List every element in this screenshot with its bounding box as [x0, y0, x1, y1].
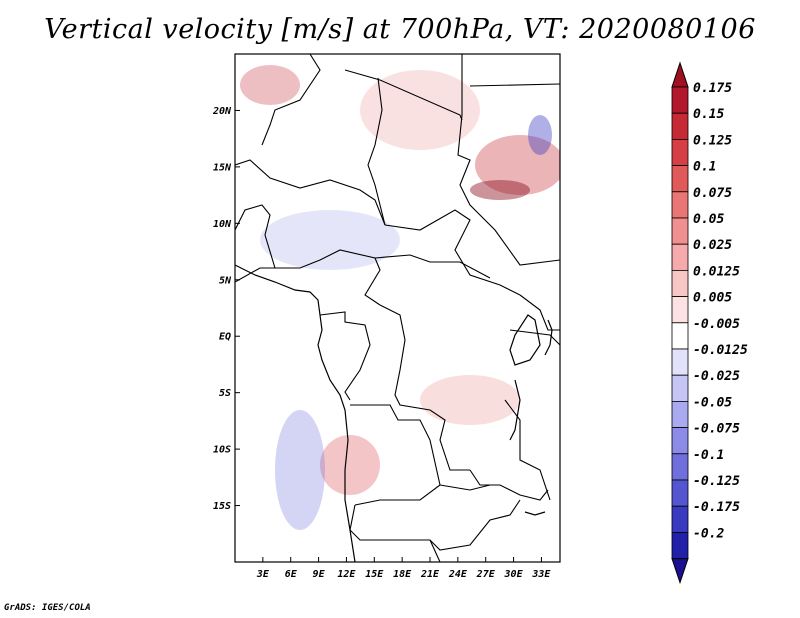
lon-tick-label: 12E [337, 569, 356, 580]
colorbar-label: -0.125 [693, 474, 740, 489]
colorbar-label: 0.1 [693, 160, 716, 175]
colorbar-swatch [671, 453, 689, 481]
lon-tick-label: 9E [313, 569, 326, 580]
colorbar-swatch [671, 532, 689, 560]
colorbar-label: 0.0125 [693, 264, 740, 279]
coastline [234, 264, 553, 563]
lon-tick-label: 27E [476, 569, 496, 580]
colorbar-label: 0.175 [693, 81, 732, 96]
latitude-axis: 20N 15N 10N 5N EQ 5S 10S 15S [212, 106, 240, 512]
colorbar-swatch [671, 165, 689, 193]
colorbar-label: 0.075 [693, 186, 732, 201]
colorbar-swatch [671, 505, 689, 533]
lon-tick-label: 33E [531, 569, 551, 580]
lat-tick-label: 15S [213, 501, 231, 512]
colorbar-swatch [671, 348, 689, 376]
colorbar: 0.175 0.15 0.125 0.1 0.075 0.05 0.025 0.0125 0.0… [671, 61, 748, 585]
lon-tick-label: 15E [365, 569, 384, 580]
colorbar-label: 0.05 [693, 212, 724, 227]
colorbar-label: 0.005 [693, 291, 732, 306]
colorbar-swatch [671, 400, 689, 428]
colorbar-label: -0.1 [693, 448, 724, 463]
colorbar-swatch [671, 138, 689, 166]
velocity-field [235, 54, 560, 562]
colorbar-swatch [671, 269, 689, 297]
map-title: Vertical velocity [m/s] at 700hPa, VT: 2… [44, 14, 756, 45]
country-boundaries [235, 54, 560, 562]
lat-tick-label: 10N [213, 219, 232, 230]
colorbar-swatch [671, 479, 689, 507]
lon-tick-label: 3E [256, 569, 270, 580]
colorbar-swatch [671, 322, 689, 350]
colorbar-bottom-arrow [671, 558, 689, 585]
lat-tick-label: 10S [213, 445, 231, 456]
colorbar-label: -0.05 [693, 395, 732, 410]
lon-tick-label: 30E [504, 569, 524, 580]
colorbar-label: -0.0125 [693, 343, 748, 358]
colorbar-swatch [671, 217, 689, 245]
map-frame [234, 53, 561, 563]
lon-tick-label: 24E [448, 569, 468, 580]
colorbar-swatch [671, 191, 689, 219]
lat-tick-label: 20N [212, 106, 232, 117]
lat-tick-label: EQ [219, 332, 231, 343]
lat-tick-label: 15N [213, 162, 232, 173]
lon-tick-label: 6E [285, 569, 298, 580]
colorbar-label: -0.005 [693, 317, 740, 332]
colorbar-label: 0.125 [693, 133, 732, 148]
colorbar-swatch [671, 112, 689, 140]
grads-credit: GrADS: IGES/COLA [4, 603, 91, 613]
colorbar-label: 0.15 [693, 107, 724, 122]
lat-tick-label: 5N [219, 275, 232, 286]
lon-tick-label: 18E [393, 569, 412, 580]
colorbar-label: -0.175 [693, 500, 740, 515]
colorbar-swatch [671, 374, 689, 402]
lat-tick-label: 5S [219, 388, 231, 399]
colorbar-top-arrow [671, 61, 689, 88]
colorbar-label: 0.025 [693, 238, 732, 253]
colorbar-swatch [671, 243, 689, 271]
colorbar-label: -0.075 [693, 422, 740, 437]
colorbar-label: -0.025 [693, 369, 740, 384]
colorbar-swatch [671, 86, 689, 114]
colorbar-swatch [671, 427, 689, 455]
longitude-axis: 3E 6E 9E 12E 15E 18E 21E 24E 27E 30E 33E [256, 557, 551, 580]
colorbar-label: -0.2 [693, 526, 724, 541]
colorbar-swatch [671, 296, 689, 324]
lon-tick-label: 21E [420, 569, 440, 580]
